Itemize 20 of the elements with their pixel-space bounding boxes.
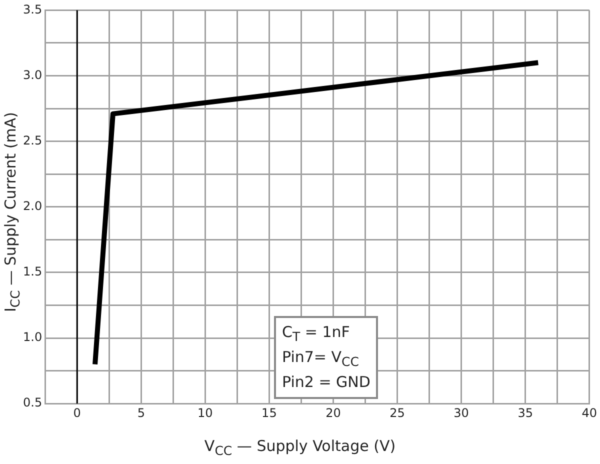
y-tick-label: 2.0 bbox=[22, 199, 42, 214]
x-tick-label: 5 bbox=[137, 406, 145, 420]
x-tick-label: 20 bbox=[326, 406, 341, 420]
annotation: Pin2 = GND bbox=[282, 372, 370, 393]
x-tick-label: 10 bbox=[198, 406, 213, 420]
y-tick-label: 2.5 bbox=[22, 133, 42, 148]
x-tick-label: 30 bbox=[454, 406, 469, 420]
x-tick-label: 15 bbox=[262, 406, 277, 420]
x-tick-label: 40 bbox=[582, 406, 598, 420]
x-axis-title: V$_{CC}$ — Supply Voltage (V) bbox=[203, 437, 397, 458]
y-tick-label: 1.5 bbox=[22, 264, 42, 279]
y-tick-label: 3.0 bbox=[22, 68, 42, 82]
x-tick-label: 35 bbox=[518, 406, 533, 420]
y-tick-label: 1.0 bbox=[22, 330, 42, 344]
annotation: Pin7= V$_{CC}$ bbox=[282, 347, 360, 371]
annotation: C$_{T}$ = 1nF bbox=[282, 322, 351, 346]
y-tick-label: 0.5 bbox=[22, 396, 42, 410]
x-tick-label: 25 bbox=[390, 406, 405, 420]
y-tick-label: 3.5 bbox=[22, 2, 42, 16]
x-tick-label: 0 bbox=[73, 406, 81, 420]
